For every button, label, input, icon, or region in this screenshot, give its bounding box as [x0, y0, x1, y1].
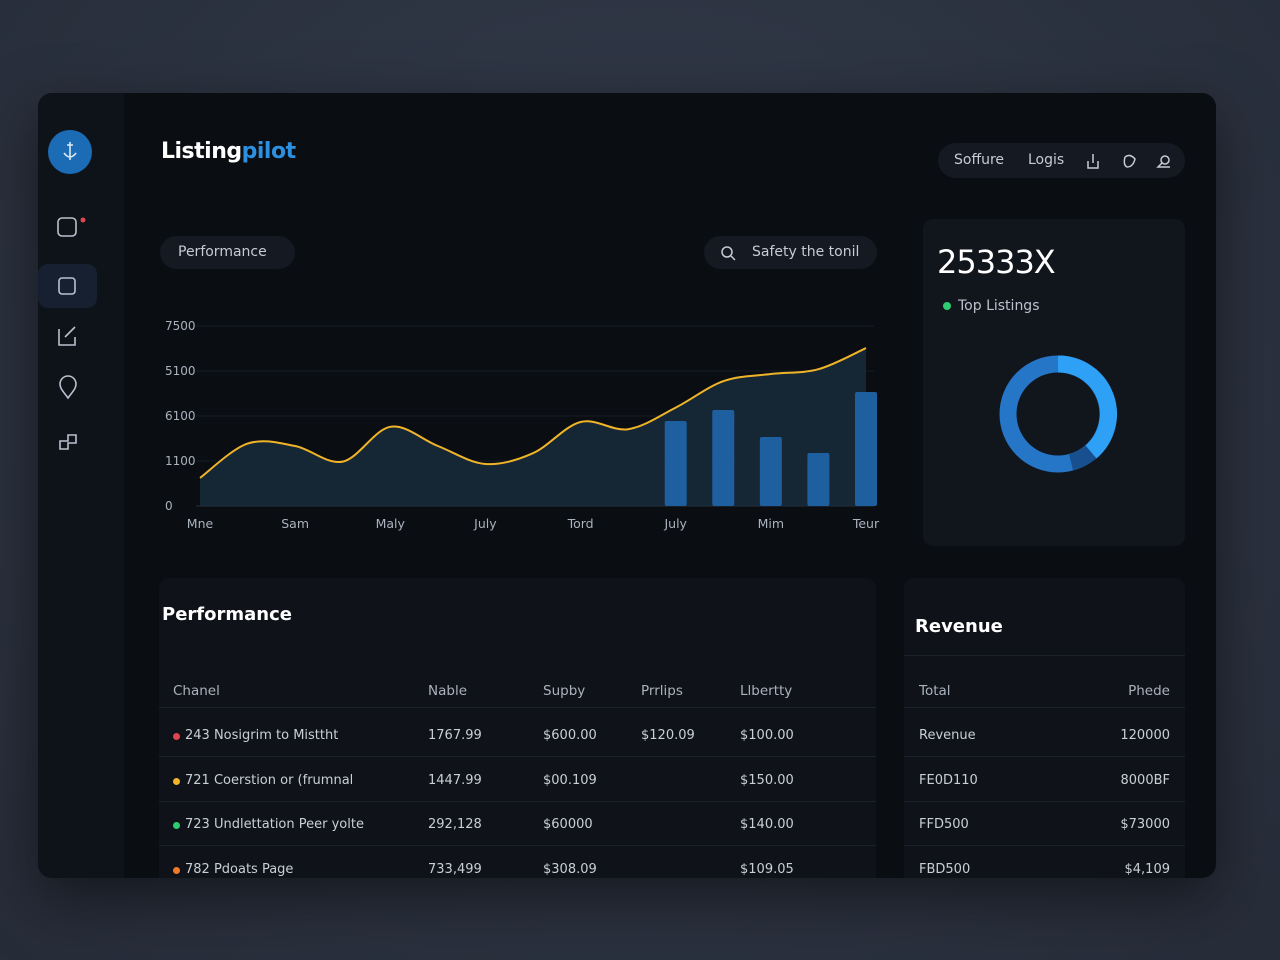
status-dot [173, 777, 180, 785]
table-cell: 723 Undlettation Peer yolte [185, 817, 364, 832]
table-cell: $140.00 [740, 817, 794, 832]
x-tick-label: Sam [281, 516, 309, 531]
stat-panel: 25333X Top Listings [923, 219, 1185, 546]
table-cell: $00.109 [543, 772, 597, 788]
table-cell: 733,499 [428, 861, 482, 877]
table-cell: 1767.99 [428, 728, 482, 743]
revenue-cell: 8000BF [1120, 772, 1170, 788]
bar [712, 410, 735, 506]
table-panel: Performance Chanel Nable Supby Prrlips Llber… [159, 578, 876, 878]
table-cell: $600.00 [543, 728, 597, 743]
table-cell: 782 Pdoats Page [185, 861, 294, 877]
brand-prefix: Listing [161, 139, 242, 164]
revenue-header: Total [919, 683, 951, 699]
table-header: Llbertty [740, 683, 793, 699]
revenue-cell: Revenue [919, 728, 976, 743]
table-cell: $308.09 [543, 861, 597, 877]
revenue-panel: Revenue Total Phede Revenue 120000 FE0D110 80… [904, 578, 1185, 878]
bar [807, 452, 830, 506]
revenue-header: Phede [1128, 683, 1170, 699]
table-header: Chanel [173, 683, 220, 699]
sidebar [38, 93, 124, 878]
topbar-item[interactable]: Logis [1028, 152, 1065, 168]
y-tick-label: 5100 [165, 364, 196, 378]
x-tick-label: July [663, 516, 687, 531]
nav-icon[interactable] [58, 326, 76, 346]
table-cell: $120.09 [641, 728, 695, 743]
revenue-cell: FE0D110 [919, 772, 978, 788]
table-cell: 721 Coerstion or (frumnal [185, 772, 354, 788]
table-cell: 1447.99 [428, 772, 482, 788]
revenue-cell: FBD500 [919, 861, 971, 877]
bar [759, 437, 782, 506]
topbar-icons[interactable] [1083, 151, 1178, 171]
stat-label-text: Top Listings [958, 298, 1040, 314]
x-tick-label: July [473, 516, 497, 531]
topbar-item[interactable]: Soffure [954, 152, 1005, 168]
table-cell: $60000 [543, 817, 593, 832]
table-header: Nable [428, 683, 467, 699]
tab-label: Performance [178, 244, 267, 260]
area [200, 348, 866, 506]
stat-value: 25333X [937, 243, 1056, 281]
table-cell: $100.00 [740, 728, 794, 743]
line [199, 347, 867, 479]
donut [999, 355, 1117, 473]
table-cell: 243 Nosigrim to Misttht [185, 728, 339, 743]
x-tick-label: Maly [376, 516, 406, 531]
y-tick-label: 1100 [165, 454, 196, 468]
y-tick-label: 0 [165, 499, 173, 513]
table-title: Performance [162, 604, 292, 625]
y-tick-label: 7500 [165, 319, 196, 333]
nav-icon[interactable] [57, 217, 77, 237]
bar [664, 421, 687, 506]
search-text: Safety the tonil [752, 244, 860, 260]
table-cell: 292,128 [428, 817, 482, 832]
x-tick-label: Teur [852, 516, 880, 531]
status-dot [173, 866, 180, 874]
brand-suffix: pilot [241, 139, 296, 164]
table-cell: $109.05 [740, 861, 794, 877]
x-tick-label: Mim [758, 516, 784, 531]
table-cell: $150.00 [740, 772, 794, 788]
search-box[interactable]: Safety the tonil [704, 236, 877, 269]
tab[interactable]: Performance [160, 236, 295, 269]
chart: 0 1100 6100 5100 7500 Mne Sam Maly July Tord July M… [165, 319, 880, 531]
x-tick-label: Mne [187, 516, 214, 531]
revenue-cell: $73000 [1120, 817, 1170, 832]
table-header: Prrlips [641, 683, 683, 699]
nav-icon[interactable] [59, 434, 77, 450]
table-header: Supby [543, 683, 586, 699]
revenue-title: Revenue [915, 616, 1003, 637]
brand: Listingpilot [161, 139, 296, 164]
nav-icon[interactable] [59, 375, 77, 400]
revenue-cell: 120000 [1120, 728, 1170, 743]
nav-active[interactable] [38, 264, 97, 308]
sidebar-icons [38, 130, 97, 450]
stat-label: Top Listings [943, 298, 1040, 314]
x-tick-label: Tord [567, 516, 594, 531]
revenue-cell: FFD500 [919, 817, 969, 832]
bar [855, 392, 877, 506]
status-dot [173, 733, 180, 740]
topbar: Soffure Logis [938, 143, 1185, 178]
revenue-cell: $4,109 [1124, 861, 1171, 877]
status-dot [173, 822, 180, 829]
y-tick-label: 6100 [165, 409, 196, 423]
